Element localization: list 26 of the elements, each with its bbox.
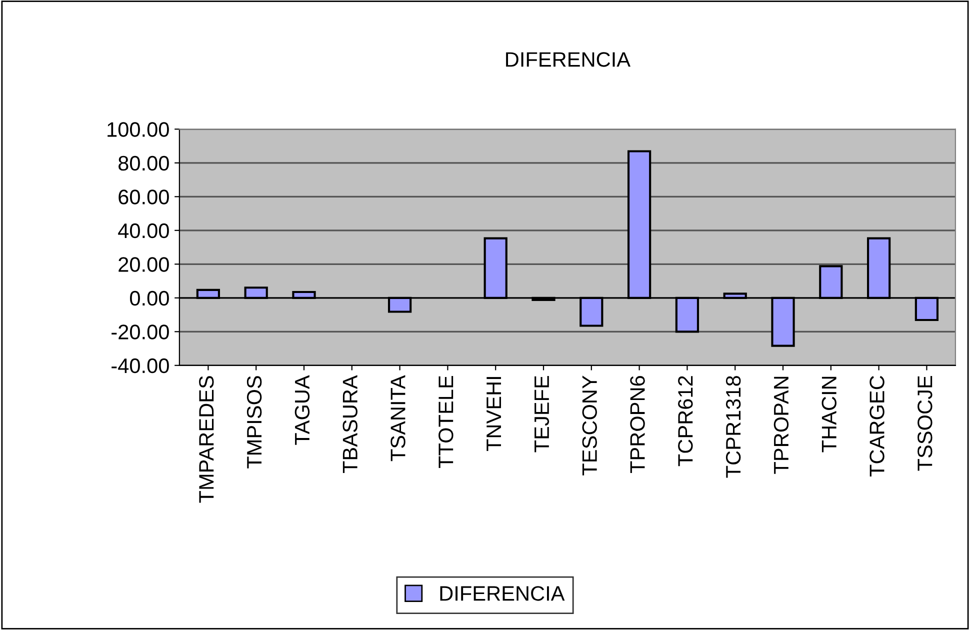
x-tick-label: TMPAREDES [199,376,214,503]
x-tick-label: TPROPN6 [630,376,645,474]
legend-label: DIFERENCIA [440,586,565,601]
x-tick-label: TSANITA [390,375,406,462]
y-tick-label: 20.00 [118,257,169,272]
x-tick-label: THACIN [822,376,836,452]
x-tick-label: TNVEHI [486,377,501,452]
y-tick-label: 60.00 [118,190,169,204]
y-tick-label: -20.00 [112,324,169,340]
x-tick-label: TCARGEC [870,376,884,477]
x-tick-label: TESCONY [582,376,597,476]
chart-title: DIFERENCIA [506,52,630,67]
y-tick-label: 0.00 [130,290,169,306]
x-tick-label: TCPR612 [678,376,693,466]
x-tick-label: TTOTELE [438,376,454,468]
x-tick-label: TAGUA [294,375,310,445]
x-tick-label: TEJEFE [534,376,550,452]
y-tick-label: 100.00 [108,122,169,137]
x-tick-label: TMPISOS [246,376,262,468]
x-tick-label: TPROPAN [774,376,789,474]
y-tick-label: 80.00 [118,156,169,171]
y-tick-label: -40.00 [112,358,169,374]
x-tick-label: TCPR1318 [726,376,741,478]
x-tick-label: TBASURA [342,375,358,474]
y-tick-label: 40.00 [118,223,169,238]
x-tick-label: TSSOCJE [918,376,932,471]
